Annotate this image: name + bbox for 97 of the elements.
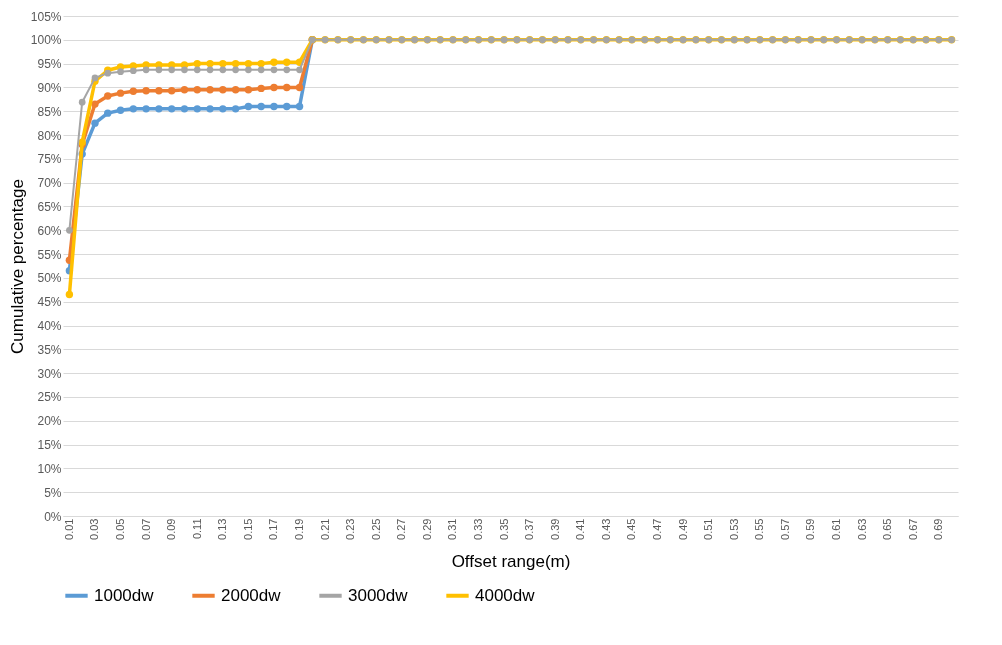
- x-tick-label: 0.07: [139, 518, 152, 540]
- legend-label: 4000dw: [475, 585, 536, 605]
- x-tick-label: 0.61: [830, 518, 843, 540]
- point: [129, 87, 138, 95]
- x-tick-label: 0.29: [420, 518, 433, 540]
- point: [129, 105, 138, 113]
- point: [219, 105, 227, 113]
- x-tick-label: 0.23: [344, 518, 357, 540]
- legend-label: 3000dw: [348, 585, 409, 605]
- y-tick-label: 55%: [37, 247, 62, 262]
- x-tick-label: 0.13: [216, 518, 229, 540]
- y-axis-title: Cumulative percentage: [7, 179, 27, 354]
- x-tick-label: 0.57: [778, 518, 791, 540]
- point: [167, 87, 176, 95]
- x-tick-label: 0.21: [318, 518, 331, 540]
- point: [270, 83, 278, 92]
- x-tick-label: 0.35: [497, 518, 510, 540]
- y-tick-label: 95%: [37, 57, 62, 72]
- y-tick-label: 100%: [30, 33, 62, 48]
- x-tick-label: 0.25: [369, 518, 382, 540]
- point: [91, 100, 99, 108]
- x-axis-title: Offset range(m): [451, 551, 571, 571]
- point: [193, 86, 201, 94]
- point: [155, 105, 163, 113]
- point: [257, 84, 265, 93]
- x-tick-label: 0.65: [881, 518, 894, 540]
- x-tick-label: 0.51: [702, 518, 715, 540]
- x-tick-label: 0.55: [753, 518, 766, 540]
- x-tick-label: 0.33: [472, 518, 485, 540]
- x-tick-label: 0.19: [293, 518, 306, 540]
- point: [180, 105, 189, 113]
- point: [244, 102, 253, 111]
- x-tick-label: 0.59: [804, 518, 817, 540]
- y-tick-label: 60%: [37, 223, 62, 238]
- x-tick-label: 0.37: [523, 518, 536, 540]
- y-tick-label: 30%: [37, 366, 62, 381]
- y-tick-label: 85%: [37, 104, 62, 119]
- point: [91, 119, 99, 127]
- y-tick-label: 90%: [37, 80, 62, 95]
- x-tick-label: 0.05: [114, 518, 127, 540]
- x-tick-label: 0.47: [651, 518, 664, 540]
- y-tick-label: 20%: [37, 414, 62, 429]
- legend-label: 1000dw: [94, 585, 155, 605]
- point: [104, 92, 112, 100]
- y-tick-label: 35%: [37, 342, 62, 357]
- x-tick-label: 0.39: [548, 518, 561, 540]
- x-tick-label: 0.53: [727, 518, 740, 540]
- y-tick-label: 80%: [37, 128, 62, 143]
- point: [167, 105, 176, 113]
- x-tick-label: 0.41: [574, 518, 587, 540]
- x-tick-label: 0.03: [88, 518, 101, 540]
- x-tick-label: 0.63: [855, 518, 868, 540]
- point: [155, 87, 163, 95]
- point: [270, 102, 278, 111]
- point: [231, 86, 240, 94]
- point: [244, 86, 253, 94]
- point: [283, 102, 291, 111]
- y-tick-label: 0%: [44, 509, 62, 524]
- y-tick-label: 10%: [37, 461, 62, 476]
- point: [116, 106, 125, 114]
- x-tick-label: 0.01: [62, 518, 75, 540]
- point: [257, 102, 265, 111]
- point: [142, 105, 150, 113]
- y-tick-label: 65%: [37, 199, 62, 214]
- point: [104, 109, 112, 117]
- x-tick-label: 0.09: [165, 518, 178, 540]
- y-tick-label: 15%: [37, 438, 62, 453]
- y-tick-label: 5%: [44, 485, 62, 500]
- x-tick-label: 0.67: [906, 518, 919, 540]
- x-tick-label: 0.69: [932, 518, 945, 540]
- x-tick-label: 0.31: [446, 518, 459, 540]
- point: [219, 86, 227, 94]
- point: [231, 105, 240, 113]
- point: [142, 87, 150, 95]
- y-tick-label: 70%: [37, 176, 62, 191]
- point: [295, 102, 304, 111]
- x-tick-label: 0.17: [267, 518, 280, 540]
- y-tick-label: 50%: [37, 271, 62, 286]
- y-tick-label: 105%: [30, 9, 62, 24]
- point: [295, 83, 304, 92]
- point: [193, 105, 201, 113]
- x-tick-label: 0.45: [625, 518, 638, 540]
- x-tick-label: 0.49: [676, 518, 689, 540]
- y-tick-label: 75%: [37, 152, 62, 167]
- y-tick-label: 40%: [37, 319, 62, 334]
- point: [116, 89, 125, 97]
- point: [206, 86, 214, 94]
- point: [180, 86, 189, 94]
- x-tick-label: 0.11: [190, 518, 203, 540]
- x-tick-label: 0.27: [395, 518, 408, 540]
- x-tick-label: 0.43: [599, 518, 612, 540]
- x-tick-label: 0.15: [241, 518, 254, 540]
- point: [283, 83, 291, 92]
- legend-label: 2000dw: [221, 585, 282, 605]
- point: [206, 105, 214, 113]
- y-tick-label: 45%: [37, 295, 62, 310]
- y-tick-label: 25%: [37, 390, 62, 405]
